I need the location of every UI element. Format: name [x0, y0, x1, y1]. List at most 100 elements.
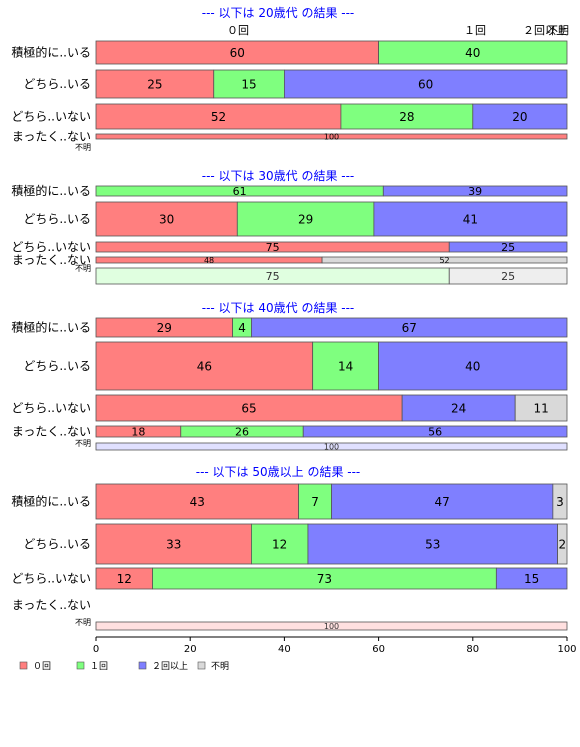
legend-label: ０回	[33, 661, 51, 672]
row-label: 不明	[75, 143, 91, 152]
row-label: どちら..いない	[11, 240, 91, 254]
bar-segment	[213, 69, 285, 99]
bar-segment	[514, 394, 568, 422]
data-label: 33	[166, 537, 181, 551]
top-label-1: １回	[464, 24, 486, 37]
data-label: 3	[556, 495, 564, 509]
x-tick-label: 60	[372, 644, 385, 655]
row-label: どちら..いる	[23, 537, 91, 551]
data-label: 67	[402, 321, 417, 335]
bar-segment	[378, 40, 568, 65]
panel-3: --- 以下は 40歳代 の結果 --- 積極的に..いる 29 4 67 どちら..いる…	[11, 301, 568, 451]
x-tick-label: 80	[466, 644, 479, 655]
bar-segment	[552, 483, 568, 520]
data-label: 47	[435, 495, 450, 509]
bar-segment	[340, 103, 474, 130]
data-label: 24	[451, 401, 466, 415]
data-label: 52	[211, 110, 226, 124]
data-label: 75	[266, 241, 280, 254]
data-label: 7	[311, 495, 319, 509]
bar-segment	[251, 317, 568, 338]
legend-swatch	[19, 661, 28, 670]
data-label: 73	[317, 572, 332, 586]
data-label: 4	[238, 321, 246, 335]
row-label: どちら..いる	[23, 77, 91, 91]
bar-segment	[495, 567, 568, 590]
data-label: 28	[399, 110, 414, 124]
row-label: 不明	[75, 264, 91, 273]
bar-segment	[95, 103, 342, 130]
data-label: 2	[558, 537, 566, 551]
data-label: 60	[418, 77, 433, 91]
top-label-3: 不明	[547, 24, 569, 37]
row-label: 積極的に..いる	[11, 320, 91, 335]
row-label: 積極的に..いる	[11, 494, 91, 509]
bar-segment	[95, 201, 238, 237]
bar-segment	[321, 256, 568, 264]
data-label: 65	[241, 401, 256, 415]
legend-label: ２回以上	[152, 661, 188, 672]
data-label: 15	[524, 572, 539, 586]
row-label: 積極的に..いる	[11, 183, 91, 198]
row-label: どちら..いない	[11, 110, 91, 124]
bar-segment	[472, 103, 568, 130]
data-label: 40	[465, 359, 480, 373]
data-label: 25	[501, 241, 515, 254]
legend: ０回 １回 ２回以上 不明	[19, 661, 229, 672]
panel-title: --- 以下は 40歳代 の結果 ---	[202, 301, 355, 315]
legend-label: １回	[90, 661, 108, 672]
data-label: 12	[117, 572, 132, 586]
data-label: 25	[147, 77, 162, 91]
data-label: 30	[159, 212, 174, 226]
bar-segment	[378, 341, 568, 391]
bar-segment	[382, 185, 568, 197]
bar-segment	[302, 425, 568, 438]
bar-segment	[373, 201, 568, 237]
row-label: どちら..いない	[11, 572, 91, 586]
panel-title: --- 以下は 20歳代 の結果 ---	[202, 6, 355, 20]
row-label: どちら..いない	[11, 401, 91, 415]
data-label: 100	[324, 622, 339, 631]
top-label-0: ０回	[227, 24, 249, 37]
bar-segment	[448, 241, 568, 253]
row-label: まったく..ない	[12, 253, 91, 267]
panel-title: --- 以下は 30歳代 の結果 ---	[202, 169, 355, 183]
row-label: 積極的に..いる	[11, 45, 91, 60]
row-label: まったく..ない	[12, 598, 91, 612]
data-label: 40	[465, 46, 480, 60]
x-tick-label: 40	[278, 644, 291, 655]
bar-segment	[251, 523, 309, 565]
data-label: 75	[266, 270, 280, 283]
bar-segment	[557, 523, 568, 565]
bar-segment	[95, 394, 403, 422]
data-label: 100	[324, 442, 339, 451]
data-label: 61	[233, 185, 247, 198]
legend-label: 不明	[211, 661, 229, 672]
data-label: 29	[157, 321, 172, 335]
bar-segment	[307, 523, 558, 565]
row-label: まったく..ない	[12, 130, 91, 144]
panel-1: --- 以下は 20歳代 の結果 --- 積極的に..いる 60 40 どちら..いる 2…	[11, 6, 568, 152]
bar-segment	[95, 341, 314, 391]
x-tick-label: 0	[93, 644, 99, 655]
data-label: 12	[272, 537, 287, 551]
row-label: どちら..いる	[23, 359, 91, 373]
bar-segment	[95, 69, 215, 99]
bar-segment	[448, 267, 568, 285]
x-tick-label: 20	[184, 644, 197, 655]
row-label: どちら..いる	[23, 212, 91, 226]
data-label: 43	[190, 495, 205, 509]
panel-title: --- 以下は 50歳以上 の結果 ---	[196, 465, 361, 479]
bar-segment	[401, 394, 516, 422]
bar-segment	[236, 201, 375, 237]
bar-segment	[95, 442, 568, 451]
data-label: 14	[338, 359, 353, 373]
data-label: 52	[439, 256, 449, 265]
top-label-2: ２回以上	[523, 24, 567, 37]
bar-segment	[95, 621, 568, 631]
row-label: まったく..ない	[12, 425, 91, 439]
panel-2: --- 以下は 30歳代 の結果 --- 積極的に..いる 61 39 どちら..いる 3…	[11, 169, 568, 285]
legend-swatch	[138, 661, 147, 670]
data-label: 29	[298, 212, 313, 226]
